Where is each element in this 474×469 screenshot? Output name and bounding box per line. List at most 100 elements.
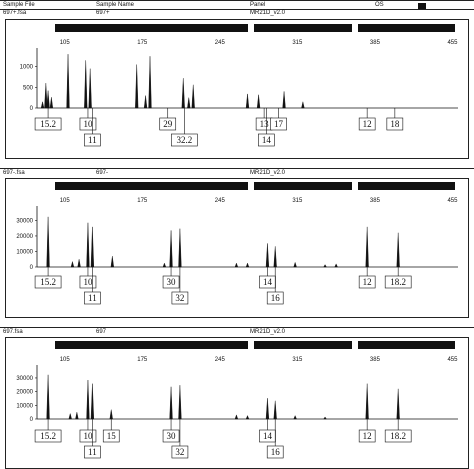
allele-peak [273,400,277,420]
allele-call-label: 14 [262,135,272,145]
electropherogram-plot: 105 175 245 315 385 455 0 10000 20000 30000 15.2 10… [16,182,458,305]
sample-name-label: Sample Name [96,2,135,8]
allele-call-label: 13 [260,119,270,129]
x-tick-label: 245 [215,198,226,204]
allele-call-label: 17 [274,119,284,129]
peak [282,91,286,109]
allele-call-box [384,275,412,289]
y-tick-label: 0 [30,417,34,423]
x-tick-label: 105 [60,357,71,363]
marker-bar [358,182,455,190]
x-tick-label: 455 [447,40,458,46]
allele-call-box [162,275,180,289]
peak [293,261,297,268]
allele-call-label: 30 [167,431,177,441]
allele-call-label: 10 [83,277,93,287]
allele-peak [46,374,50,420]
allele-peak [86,222,90,268]
marker-bar [55,341,248,349]
allele-call-box [162,429,180,443]
panel-header: Sample File Sample Name Panel OS 697+.fs… [0,0,474,19]
peak [110,256,114,268]
allele-call-label: 15.2 [40,431,56,441]
allele-call-box [266,445,284,459]
peak [88,68,92,109]
x-tick-label: 455 [447,198,458,204]
allele-call-label: 32.2 [176,135,192,145]
allele-call-box [79,429,97,443]
y-tick-label: 1000 [20,65,34,71]
panel-label: Panel [250,2,266,8]
peak [135,64,139,109]
peak [148,56,152,109]
y-tick-label: 20000 [16,234,33,240]
file-name: 697.fsa [3,329,23,335]
y-tick-label: 10000 [16,403,33,409]
peak [301,101,305,109]
allele-call-label: 12 [363,119,372,129]
x-tick-label: 175 [137,40,148,46]
allele-call-box [84,291,101,305]
peak [245,262,250,268]
y-tick-label: 20000 [16,390,33,396]
allele-peak [178,385,182,420]
allele-call-label: 18 [390,119,400,129]
allele-call-box [171,133,198,147]
sample-name: 697 [96,329,107,335]
y-tick-label: 500 [23,85,34,91]
y-tick-label: 0 [30,106,34,112]
marker-bar [254,24,352,32]
allele-call-box [159,117,177,131]
allele-peak [396,232,400,268]
panel-name: MR21D_v2.0 [250,329,286,335]
allele-call-box [386,117,404,131]
sample-file-label: Sample File [3,2,35,8]
marker-bar [55,182,248,190]
peak [143,95,148,109]
allele-call-box [84,445,101,459]
peak [187,97,191,109]
allele-call-label: 10 [83,431,93,441]
y-tick-label: 30000 [16,376,33,382]
marker-bar [55,24,248,32]
peak [245,415,250,420]
peak [77,259,81,268]
x-tick-label: 315 [292,357,303,363]
x-tick-label: 315 [292,198,303,204]
peak [181,78,185,109]
panel-header: 697-.fsa 697- MR21D_v2.0 [0,168,474,187]
panel-header: 697.fsa 697 MR21D_v2.0 [0,327,474,346]
allele-peak [86,379,90,420]
peak [256,94,261,109]
allele-peak [265,243,270,268]
peak [40,101,45,109]
y-tick-label: 10000 [16,249,33,255]
allele-call-box [102,429,120,443]
allele-call-label: 11 [88,447,97,457]
peak [75,412,79,420]
os-indicator [418,3,426,10]
peak [334,263,338,268]
allele-call-label: 16 [271,447,281,457]
allele-call-box [79,117,97,131]
allele-call-label: 15.2 [40,119,56,129]
x-tick-label: 105 [60,198,71,204]
electropherogram-plot: 105 175 245 315 385 455 0 500 1000 15.2 10 11 2932.2… [20,24,458,147]
x-tick-label: 315 [292,40,303,46]
allele-call-box [171,445,189,459]
allele-call-label: 14 [263,431,273,441]
marker-bar [254,182,352,190]
allele-call-box [270,117,287,131]
allele-call-label: 32 [175,447,184,457]
allele-call-label: 15 [107,431,117,441]
allele-call-box [266,291,284,305]
allele-peak [178,228,182,268]
file-name: 697-.fsa [3,170,25,176]
electropherogram-panel-3: 697.fsa 697 MR21D_v2.0 105 175 245 315 385 45… [0,327,474,469]
allele-call-box [358,275,376,289]
os-label: OS [375,2,384,8]
allele-call-label: 30 [167,277,177,287]
marker-bar [254,341,352,349]
peak [44,83,48,109]
allele-call-label: 15.2 [40,277,56,287]
